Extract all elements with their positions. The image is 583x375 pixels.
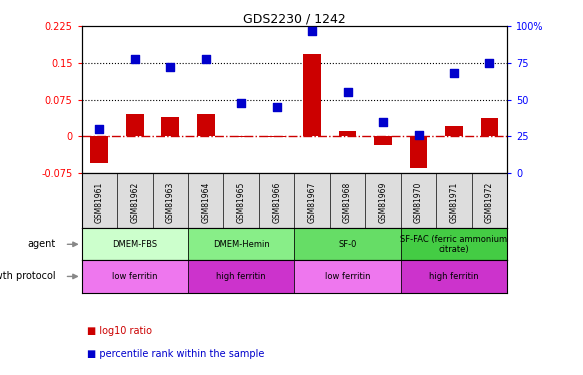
Bar — [445, 126, 463, 136]
Bar — [161, 117, 179, 136]
Text: low ferritin: low ferritin — [325, 272, 370, 281]
Text: growth protocol: growth protocol — [0, 272, 56, 281]
Text: GSM81964: GSM81964 — [201, 182, 210, 223]
Bar — [410, 136, 427, 168]
Text: GSM81969: GSM81969 — [378, 182, 388, 223]
Title: GDS2230 / 1242: GDS2230 / 1242 — [243, 12, 346, 25]
Bar — [82, 260, 188, 292]
Text: GSM81968: GSM81968 — [343, 182, 352, 223]
Bar — [233, 136, 250, 137]
Bar — [294, 260, 401, 292]
Bar — [294, 228, 401, 260]
Text: GSM81972: GSM81972 — [485, 182, 494, 223]
Text: GSM81971: GSM81971 — [449, 182, 458, 223]
Bar — [197, 114, 215, 136]
Text: GSM81961: GSM81961 — [95, 182, 104, 223]
Point — [272, 104, 282, 110]
Point — [166, 64, 175, 70]
Text: GSM81963: GSM81963 — [166, 182, 175, 223]
Bar — [303, 54, 321, 136]
Text: GSM81970: GSM81970 — [414, 182, 423, 223]
Point — [130, 56, 139, 62]
Text: agent: agent — [28, 239, 56, 249]
Text: SF-FAC (ferric ammonium
citrate): SF-FAC (ferric ammonium citrate) — [401, 235, 508, 254]
Bar — [188, 260, 294, 292]
Point — [414, 132, 423, 138]
Text: ■ log10 ratio: ■ log10 ratio — [87, 326, 152, 336]
Point — [94, 126, 104, 132]
Text: GSM81962: GSM81962 — [131, 182, 139, 223]
Point — [237, 100, 246, 106]
Text: high ferritin: high ferritin — [429, 272, 479, 281]
Point — [307, 28, 317, 34]
Bar — [90, 136, 108, 164]
Bar — [480, 118, 498, 136]
Bar — [126, 114, 143, 136]
Point — [201, 56, 210, 62]
Text: SF-0: SF-0 — [338, 240, 357, 249]
Bar — [188, 228, 294, 260]
Text: low ferritin: low ferritin — [112, 272, 157, 281]
Text: GSM81967: GSM81967 — [308, 182, 317, 223]
Bar — [401, 228, 507, 260]
Bar — [401, 260, 507, 292]
Text: high ferritin: high ferritin — [216, 272, 266, 281]
Point — [378, 119, 388, 125]
Point — [343, 89, 352, 95]
Point — [485, 60, 494, 66]
Point — [449, 70, 459, 76]
Bar — [82, 228, 188, 260]
Text: ■ percentile rank within the sample: ■ percentile rank within the sample — [87, 349, 265, 359]
Bar — [339, 130, 356, 136]
Bar — [374, 136, 392, 145]
Text: DMEM-Hemin: DMEM-Hemin — [213, 240, 269, 249]
Bar — [268, 136, 286, 137]
Text: GSM81965: GSM81965 — [237, 182, 245, 223]
Text: GSM81966: GSM81966 — [272, 182, 281, 223]
Text: DMEM-FBS: DMEM-FBS — [113, 240, 157, 249]
